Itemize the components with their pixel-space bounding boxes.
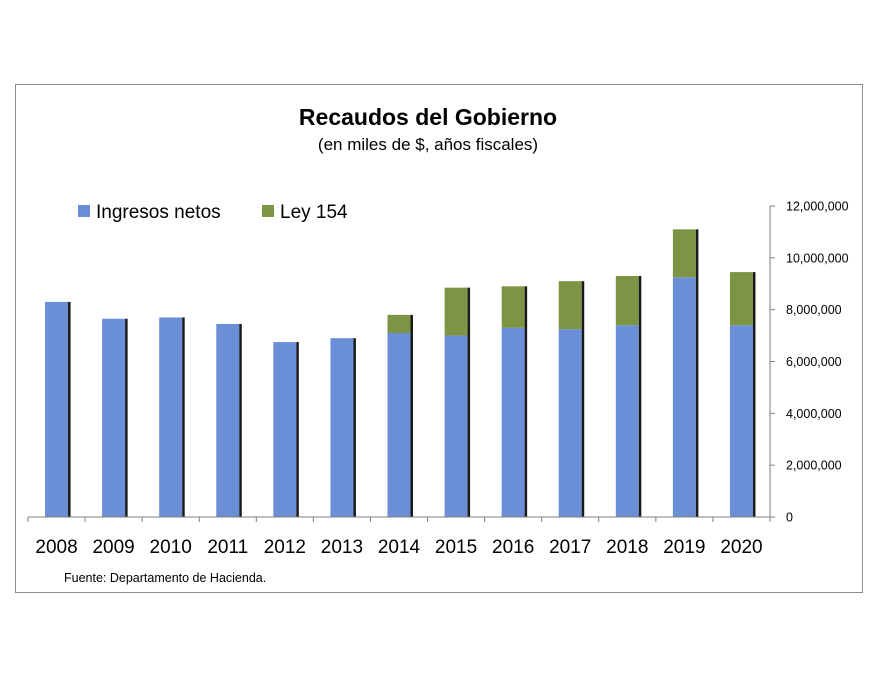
y-tick-label: 2,000,000 bbox=[786, 459, 842, 473]
bar-ingresos-netos-2012 bbox=[273, 342, 297, 517]
source-note: Fuente: Departamento de Hacienda. bbox=[64, 571, 266, 585]
bar-shadow-2015 bbox=[467, 287, 471, 517]
chart-title: Recaudos del Gobierno bbox=[299, 104, 557, 130]
bar-ley-154-2018 bbox=[615, 275, 639, 326]
y-tick-label: 12,000,000 bbox=[786, 200, 849, 214]
chart-subtitle: (en miles de $, años fiscales) bbox=[318, 135, 538, 154]
x-tick-label-2009: 2009 bbox=[92, 537, 134, 558]
x-tick-label-2013: 2013 bbox=[321, 537, 363, 558]
bar-ley-154-2016 bbox=[501, 286, 525, 328]
legend-swatch-ingresos-netos bbox=[78, 205, 90, 217]
bar-ingresos-netos-2017 bbox=[558, 329, 582, 517]
x-tick-label-2014: 2014 bbox=[378, 537, 421, 558]
x-tick-label-2019: 2019 bbox=[663, 537, 705, 558]
x-tick-label-2012: 2012 bbox=[264, 537, 306, 558]
bar-shadow-2014 bbox=[410, 314, 413, 517]
x-axis-ticks: 2008 2009 2010 2011 2012 2013 2014 2015 2016 2017… bbox=[35, 537, 762, 558]
bar-ley-154-2014 bbox=[387, 314, 411, 333]
bar-shadow-2017 bbox=[581, 281, 585, 517]
bar-shadow-2020 bbox=[752, 272, 756, 517]
bar-ley-154-2019 bbox=[672, 229, 696, 278]
bar-ingresos-netos-2010 bbox=[159, 317, 183, 517]
bar-ley-154-2015 bbox=[444, 287, 468, 336]
bar-chart: Recaudos del Gobierno (en miles de $, añ… bbox=[27, 104, 849, 585]
x-tick-label-2008: 2008 bbox=[35, 537, 77, 558]
legend-label-ley-154: Ley 154 bbox=[280, 202, 348, 223]
bar-shadow-2011 bbox=[239, 323, 242, 517]
x-tick-label-2015: 2015 bbox=[435, 537, 477, 558]
bar-shadow-2016 bbox=[524, 286, 528, 517]
bar-shadow-2013 bbox=[353, 338, 356, 517]
x-tick-label-2010: 2010 bbox=[150, 537, 192, 558]
bar-ingresos-netos-2008 bbox=[45, 301, 69, 517]
x-tick-label-2020: 2020 bbox=[720, 537, 762, 558]
y-axis-ticks: 0 2,000,000 4,000,000 6,000,000 8,000,000 10,… bbox=[770, 200, 849, 525]
bars-group bbox=[45, 229, 756, 517]
bar-ingresos-netos-2011 bbox=[216, 323, 240, 517]
x-tick-label-2018: 2018 bbox=[606, 537, 648, 558]
chart-frame: Recaudos del Gobierno (en miles de $, añ… bbox=[15, 84, 863, 593]
x-tick-label-2017: 2017 bbox=[549, 537, 591, 558]
bar-ingresos-netos-2009 bbox=[102, 318, 126, 517]
y-tick-label: 4,000,000 bbox=[786, 407, 842, 421]
bar-shadow-2010 bbox=[182, 317, 185, 517]
bar-ley-154-2020 bbox=[729, 272, 753, 326]
bar-shadow-2018 bbox=[638, 275, 642, 517]
bar-ingresos-netos-2013 bbox=[330, 338, 354, 517]
bar-shadow-2008 bbox=[68, 301, 71, 517]
y-tick-label: 10,000,000 bbox=[786, 251, 849, 265]
bar-ingresos-netos-2020 bbox=[729, 325, 753, 517]
bar-ingresos-netos-2016 bbox=[501, 327, 525, 517]
x-tick-label-2011: 2011 bbox=[207, 537, 248, 558]
x-tick-label-2016: 2016 bbox=[492, 537, 534, 558]
bar-ingresos-netos-2019 bbox=[672, 277, 696, 517]
bar-ingresos-netos-2015 bbox=[444, 335, 468, 517]
y-tick-label: 6,000,000 bbox=[786, 355, 842, 369]
legend-label-ingresos-netos: Ingresos netos bbox=[96, 202, 221, 223]
y-tick-label: 8,000,000 bbox=[786, 303, 842, 317]
y-tick-label: 0 bbox=[786, 511, 793, 525]
bar-ingresos-netos-2018 bbox=[615, 325, 639, 517]
bar-ingresos-netos-2014 bbox=[387, 332, 411, 517]
legend-swatch-ley-154 bbox=[262, 205, 274, 217]
bar-shadow-2019 bbox=[695, 229, 699, 517]
bar-ley-154-2017 bbox=[558, 281, 582, 330]
bar-shadow-2009 bbox=[125, 318, 128, 517]
bar-shadow-2012 bbox=[296, 342, 299, 517]
